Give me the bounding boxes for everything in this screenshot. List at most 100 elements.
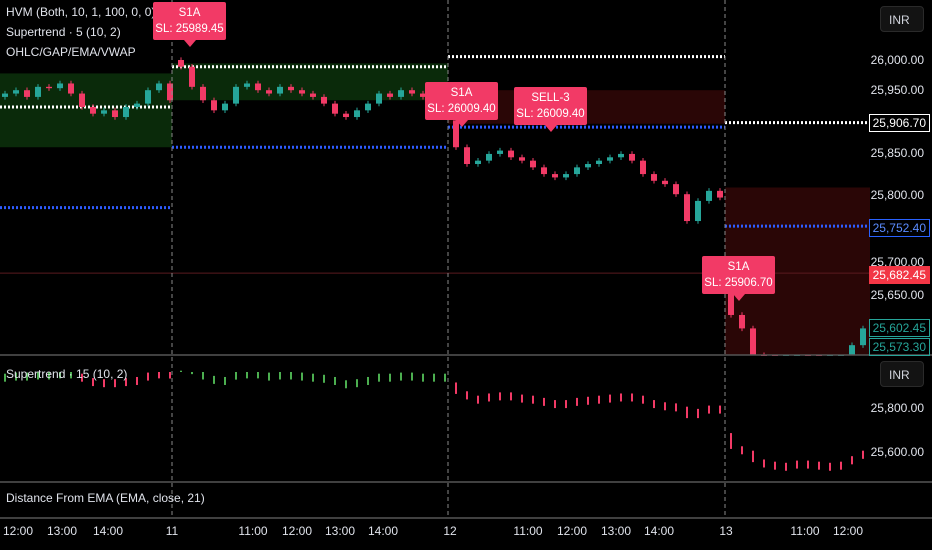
candle-body (475, 160, 481, 165)
signal-title: SELL-3 (531, 92, 570, 104)
candle-body (266, 90, 272, 94)
candle-body (68, 83, 74, 94)
legend-supertrend-15[interactable]: Supertrend · 15 (10, 2) (6, 367, 128, 381)
indicator-legend: HVM (Both, 10, 1, 100, 0, 0) Supertrend … (6, 2, 155, 62)
legend-ohlc[interactable]: OHLC/GAP/EMA/VWAP (6, 45, 136, 59)
legend-distance-ema[interactable]: Distance From EMA (EMA, close, 21) (6, 491, 205, 505)
legend-supertrend-5[interactable]: Supertrend · 5 (10, 2) (6, 25, 121, 39)
candle-body (112, 110, 118, 118)
candle-body (332, 103, 338, 114)
candle-body (79, 93, 85, 107)
candle-body (233, 86, 239, 104)
candle-body (596, 160, 602, 165)
candle-body (156, 83, 162, 91)
green-zone (0, 73, 172, 148)
y-tick: 25,700.00 (870, 255, 924, 269)
y-tick: 25,800.00 (870, 188, 924, 202)
candle-body (57, 83, 63, 89)
candle-body (750, 328, 756, 355)
y-tick-pane2: 25,600.00 (870, 445, 924, 459)
candle-body (497, 150, 503, 154)
x-tick: 12:00 (832, 524, 864, 538)
candle-body (673, 184, 679, 195)
candle-body (530, 160, 536, 168)
candle-body (365, 103, 371, 111)
x-tick: 14:00 (92, 524, 124, 538)
x-tick: 11:00 (790, 524, 820, 538)
candle-body (24, 90, 30, 97)
candle-body (717, 190, 723, 198)
candle-body (640, 160, 646, 175)
candle-body (354, 110, 360, 118)
candle-body (244, 83, 250, 87)
candle-body (860, 328, 866, 346)
candle-body (299, 90, 305, 94)
candle-body (387, 93, 393, 97)
signal-sl: SL: 26009.40 (516, 108, 585, 120)
candle-body (46, 86, 52, 89)
candle-body (101, 110, 107, 114)
candle-body (629, 153, 635, 161)
candle-body (288, 86, 294, 91)
candle-body (277, 86, 283, 94)
candle-body (508, 150, 514, 158)
x-tick: 14:00 (367, 524, 399, 538)
x-tick: 13 (719, 524, 733, 538)
candle-body (464, 147, 470, 165)
candle-body (90, 106, 96, 114)
candle-body (706, 190, 712, 201)
candle-body (541, 167, 547, 175)
x-tick: 11 (165, 524, 179, 538)
x-tick: 12:00 (281, 524, 313, 538)
candle-body (167, 83, 173, 101)
candle-body (189, 66, 195, 87)
signal-title: S1A (450, 87, 473, 99)
signal-label[interactable]: S1A SL: 25989.45 (153, 2, 226, 47)
candle-body (739, 314, 745, 329)
x-tick: 13:00 (46, 524, 78, 538)
candle-body (651, 174, 657, 181)
candle-body (552, 174, 558, 178)
x-tick: 14:00 (643, 524, 675, 538)
signal-sl: SL: 25906.70 (704, 277, 773, 289)
candle-body (2, 93, 8, 97)
signal-label[interactable]: S1A SL: 25906.70 (702, 256, 775, 301)
signal-title: S1A (178, 7, 201, 19)
candle-body (211, 100, 217, 111)
candle-body (607, 157, 613, 161)
currency-button-pane2[interactable]: INR (880, 361, 924, 387)
candle-body (134, 103, 140, 107)
x-tick: 13:00 (324, 524, 356, 538)
candle-body (618, 153, 624, 158)
x-tick: 12:00 (2, 524, 34, 538)
candle-body (585, 164, 591, 168)
candle-body (145, 90, 151, 104)
candle-body (123, 106, 129, 118)
x-tick: 11:00 (238, 524, 268, 538)
candle-body (849, 345, 855, 355)
signal-label[interactable]: SELL-3 SL: 26009.40 (514, 87, 587, 132)
signal-sl: SL: 25989.45 (155, 23, 224, 35)
currency-button[interactable]: INR (880, 6, 924, 32)
candle-body (178, 60, 184, 67)
candle-body (13, 90, 19, 94)
signal-label[interactable]: S1A SL: 26009.40 (425, 82, 498, 127)
candle-body (321, 96, 327, 104)
candle-body (684, 194, 690, 222)
price-tag-blue: 25,752.40 (868, 219, 930, 237)
candle-body (486, 153, 492, 161)
price-tag-white: 25,906.70 (868, 114, 930, 132)
candle-body (728, 274, 734, 315)
x-tick: 12 (443, 524, 457, 538)
signal-title: S1A (727, 261, 750, 273)
candle-body (662, 180, 668, 185)
price-tag-last: 25,682.45 (868, 266, 930, 284)
candle-body (222, 103, 228, 111)
y-tick: 25,950.00 (870, 83, 924, 97)
legend-hvm[interactable]: HVM (Both, 10, 1, 100, 0, 0) (6, 5, 156, 19)
candle-body (35, 86, 41, 97)
candle-body (310, 93, 316, 97)
candle-body (255, 83, 261, 91)
y-tick: 26,000.00 (870, 53, 924, 67)
